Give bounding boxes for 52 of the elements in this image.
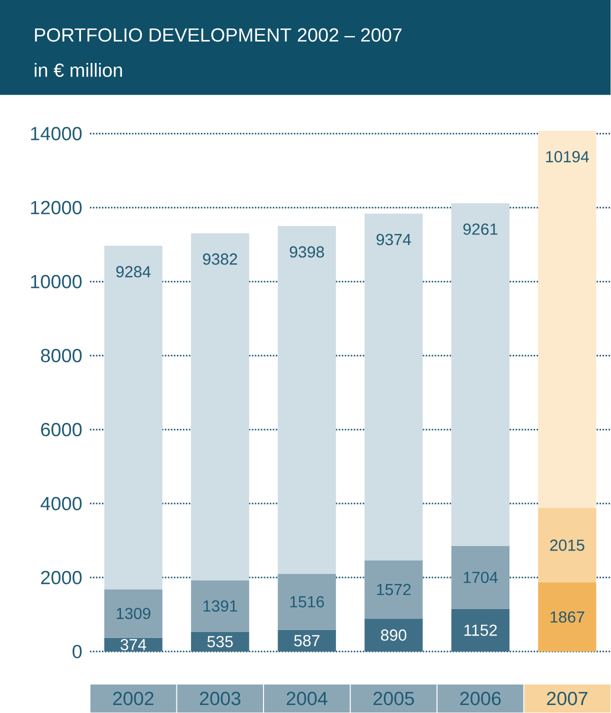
y-tick-label: 10000 [30,274,82,288]
bar [364,214,423,560]
y-tick-label: 2000 [40,570,82,584]
chart-title: PORTFOLIO DEVELOPMENT 2002 – 2007 [34,28,402,42]
data-label: 1152 [464,624,497,636]
x-tick-label: 2006 [460,692,501,706]
data-label: 9284 [116,266,150,278]
x-tick-label: 2004 [286,692,328,706]
data-label: 9382 [202,253,237,265]
bar [190,233,250,580]
bar [538,508,596,582]
bar [451,546,510,609]
y-tick-label: 14000 [30,126,82,140]
bar [104,589,162,638]
y-tick-label: 0 [72,644,82,658]
data-label: 1391 [203,600,237,612]
x-tick-label: 2005 [373,692,414,706]
data-label: 890 [380,629,406,641]
data-label: 1704 [464,572,498,584]
bar [104,246,162,590]
bar [278,574,336,630]
data-label: 1867 [550,611,584,623]
data-label: 10194 [546,151,589,162]
bar [451,203,510,546]
y-tick-label: 6000 [40,422,82,436]
data-label: 587 [294,635,320,646]
y-tick-label: 4000 [40,496,82,510]
data-label: 9374 [376,234,411,246]
x-tick-label: 2007 [546,692,588,706]
bar [538,130,596,508]
bar [278,630,336,652]
bar [451,608,510,652]
data-label: 9261 [463,224,498,235]
x-tick-label: 2003 [200,692,240,706]
data-label: 1572 [376,584,410,596]
data-label: 535 [207,636,233,648]
chart-subtitle: in € million [34,62,122,77]
bar [190,632,250,652]
data-label: 374 [120,638,146,650]
data-label: 1309 [116,608,150,620]
x-tick-label: 2002 [113,692,154,706]
bar [364,560,423,619]
bar [104,638,162,652]
data-label: 9398 [290,246,324,258]
y-tick-label: 8000 [40,348,82,362]
data-label: 2015 [550,540,584,551]
bar [538,582,596,652]
y-tick-label: 12000 [30,200,82,214]
data-label: 1516 [290,596,324,608]
bar [278,226,336,574]
bar [190,580,250,632]
bar [364,618,423,652]
